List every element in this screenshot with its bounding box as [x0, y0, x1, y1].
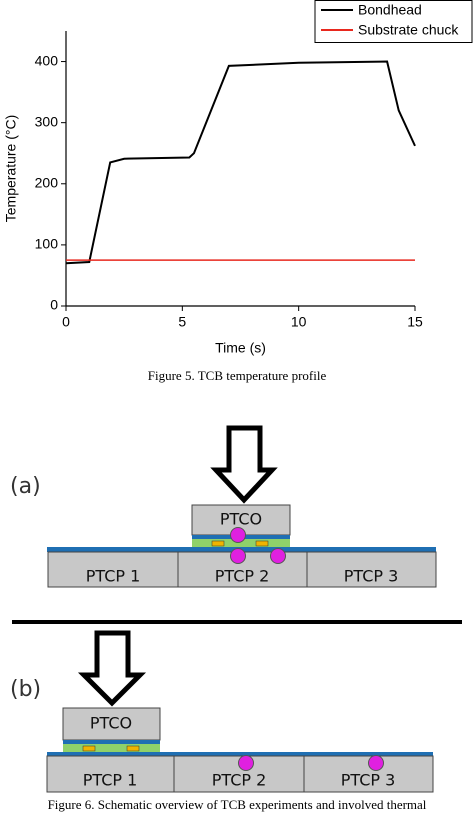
- x-axis-label: Time (s): [215, 340, 266, 356]
- layer: [47, 752, 433, 756]
- panel-label: (b): [10, 677, 41, 702]
- y-tick-label: 0: [50, 297, 58, 313]
- sensor: [230, 527, 246, 543]
- y-axis-label: Temperature (°C): [3, 115, 19, 223]
- x-tick-label: 10: [291, 314, 307, 330]
- sensor: [230, 548, 246, 564]
- die-label: PTCO: [90, 714, 132, 733]
- substrate-label: PTCP 2: [215, 567, 270, 586]
- layer: [63, 744, 160, 752]
- x-tick-label: 0: [62, 314, 70, 330]
- legend-label: Substrate chuck: [358, 22, 459, 38]
- bump: [255, 540, 269, 547]
- sensor: [270, 548, 286, 564]
- substrate: [47, 551, 179, 588]
- y-tick-label: 300: [35, 113, 59, 129]
- bump: [126, 745, 140, 752]
- y-tick-label: 200: [35, 174, 59, 190]
- arrow: [210, 425, 278, 504]
- substrate-label: PTCP 1: [83, 771, 138, 790]
- layer: [63, 740, 160, 744]
- sensor: [238, 755, 254, 771]
- substrate-label: PTCP 2: [212, 771, 267, 790]
- y-tick-label: 100: [35, 236, 59, 252]
- substrate-label: PTCP 3: [344, 567, 399, 586]
- bump: [211, 540, 225, 547]
- line-series: [65, 60, 416, 265]
- substrate-label: PTCP 1: [86, 567, 141, 586]
- die: [62, 707, 161, 741]
- sensor: [368, 755, 384, 771]
- layer: [192, 539, 290, 548]
- panel-b: (b) PTCO PTCP 1 PTCP 2 PTCP 3: [10, 630, 434, 793]
- bump: [82, 745, 96, 752]
- y-tick-label: 400: [35, 52, 59, 68]
- x-tick-label: 5: [178, 314, 186, 330]
- legend-label: Bondhead: [358, 2, 422, 18]
- panel-a: (a) PTCO PTCP 1 PTCP 2 PTCP 3: [10, 425, 437, 588]
- substrate: [306, 551, 437, 588]
- substrate-label: PTCP 3: [341, 771, 396, 790]
- substrate: [46, 755, 175, 793]
- legend-box: [314, 0, 473, 43]
- die-label: PTCO: [220, 510, 262, 529]
- x-tick-label: 15: [407, 314, 423, 330]
- figure-caption: Figure 5. TCB temperature profile: [148, 368, 327, 383]
- arrow: [77, 630, 147, 707]
- figure-caption: Figure 6. Schematic overview of TCB expe…: [48, 797, 427, 812]
- panel-label: (a): [10, 474, 41, 499]
